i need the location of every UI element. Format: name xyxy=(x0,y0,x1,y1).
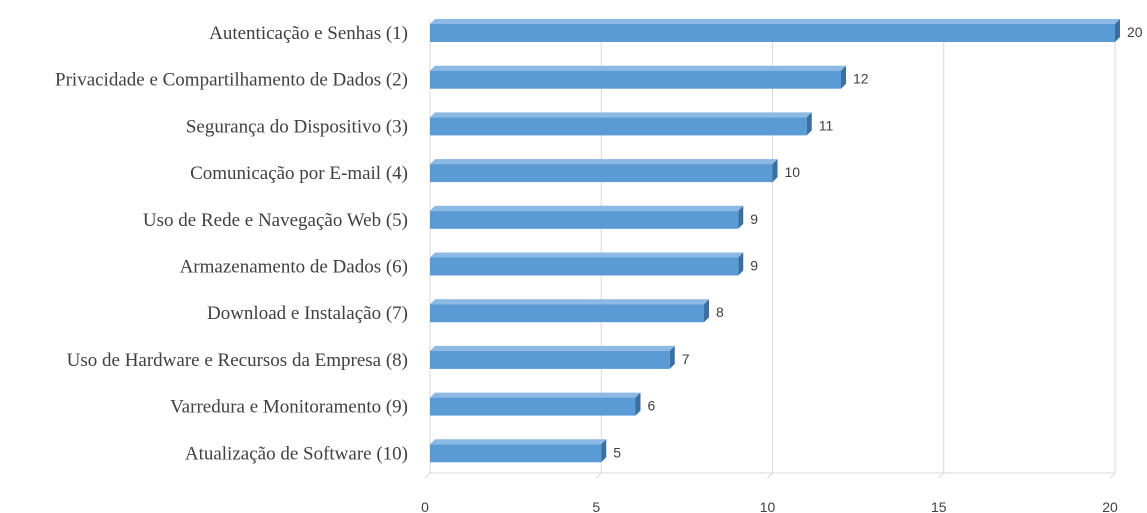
category-label: Comunicação por E-mail (4) xyxy=(190,163,408,184)
bar xyxy=(430,164,773,183)
gridline-floor xyxy=(1109,472,1116,479)
bar-group xyxy=(430,205,744,229)
bar xyxy=(430,117,807,136)
x-tick-label: 20 xyxy=(1102,499,1118,513)
gridline-floor xyxy=(767,472,773,479)
bar-top-face xyxy=(430,19,1120,24)
category-label: Download e Instalação (7) xyxy=(207,303,408,324)
gridlines xyxy=(424,20,1116,479)
bar-side-face xyxy=(738,205,744,229)
bar-group xyxy=(430,19,1120,42)
gridline-floor xyxy=(595,472,602,479)
bar-side-face xyxy=(704,299,709,323)
category-label: Privacidade e Compartilhamento de Dados … xyxy=(55,70,408,91)
category-label: Segurança do Dispositivo (3) xyxy=(186,116,408,137)
data-label: 9 xyxy=(750,211,758,227)
x-tick-label: 15 xyxy=(931,499,947,513)
category-labels: Autenticação e Senhas (1) Privacidade e C… xyxy=(55,23,408,464)
data-label: 7 xyxy=(682,351,690,367)
gridline-floor xyxy=(938,472,945,479)
bar-group xyxy=(430,392,641,416)
x-tick-label: 0 xyxy=(421,499,429,513)
category-label: Armazenamento de Dados (6) xyxy=(180,257,408,278)
bars: 20 12 11 10 9 9 8 7 6 5 xyxy=(430,19,1143,463)
bar-top-face xyxy=(430,159,778,165)
bar-side-face xyxy=(635,392,641,416)
bar-side-face xyxy=(806,112,812,136)
bar-top-face xyxy=(430,252,744,258)
bar xyxy=(430,210,739,229)
category-label: Uso de Rede e Navegação Web (5) xyxy=(143,210,408,231)
bar-group xyxy=(430,65,846,89)
bar-top-face xyxy=(430,65,846,71)
bar-group xyxy=(430,299,709,323)
bar xyxy=(430,70,841,89)
bar-group xyxy=(430,345,675,369)
bar-side-face xyxy=(772,159,778,183)
bar-top-face xyxy=(430,299,709,305)
category-label: Atualização de Software (10) xyxy=(185,443,408,464)
bar-top-face xyxy=(430,345,675,351)
bar-top-face xyxy=(430,392,641,398)
bar-group xyxy=(430,439,607,463)
bar xyxy=(430,444,602,463)
bar-group xyxy=(430,112,812,136)
bar xyxy=(430,304,704,323)
bar-top-face xyxy=(430,112,812,118)
bar-side-face xyxy=(841,65,846,89)
bar-side-face xyxy=(1115,19,1120,42)
data-label: 12 xyxy=(853,71,869,87)
gridline-floor xyxy=(424,472,431,479)
data-label: 20 xyxy=(1127,24,1143,40)
bar xyxy=(430,350,670,369)
bar xyxy=(430,24,1115,42)
bar-side-face xyxy=(669,345,675,369)
bar-group xyxy=(430,252,744,276)
category-label: Autenticação e Senhas (1) xyxy=(209,23,408,44)
bar xyxy=(430,397,636,416)
data-label: 9 xyxy=(750,258,758,274)
bar-side-face xyxy=(738,252,744,276)
bar-group xyxy=(430,159,778,183)
category-label: Uso de Hardware e Recursos da Empresa (8… xyxy=(67,350,408,371)
x-axis-ticks: 0 5 10 15 20 xyxy=(421,499,1118,513)
x-tick-label: 5 xyxy=(592,499,600,513)
bar-side-face xyxy=(601,439,607,463)
data-label: 11 xyxy=(819,117,834,133)
bar-top-face xyxy=(430,439,607,445)
data-label: 8 xyxy=(716,304,724,320)
category-label: Varredura e Monitoramento (9) xyxy=(170,397,408,418)
data-label: 10 xyxy=(785,164,801,180)
x-tick-label: 10 xyxy=(760,499,776,513)
data-label: 6 xyxy=(648,398,656,414)
data-label: 5 xyxy=(613,444,621,460)
bar xyxy=(430,257,739,276)
bar-top-face xyxy=(430,205,744,211)
